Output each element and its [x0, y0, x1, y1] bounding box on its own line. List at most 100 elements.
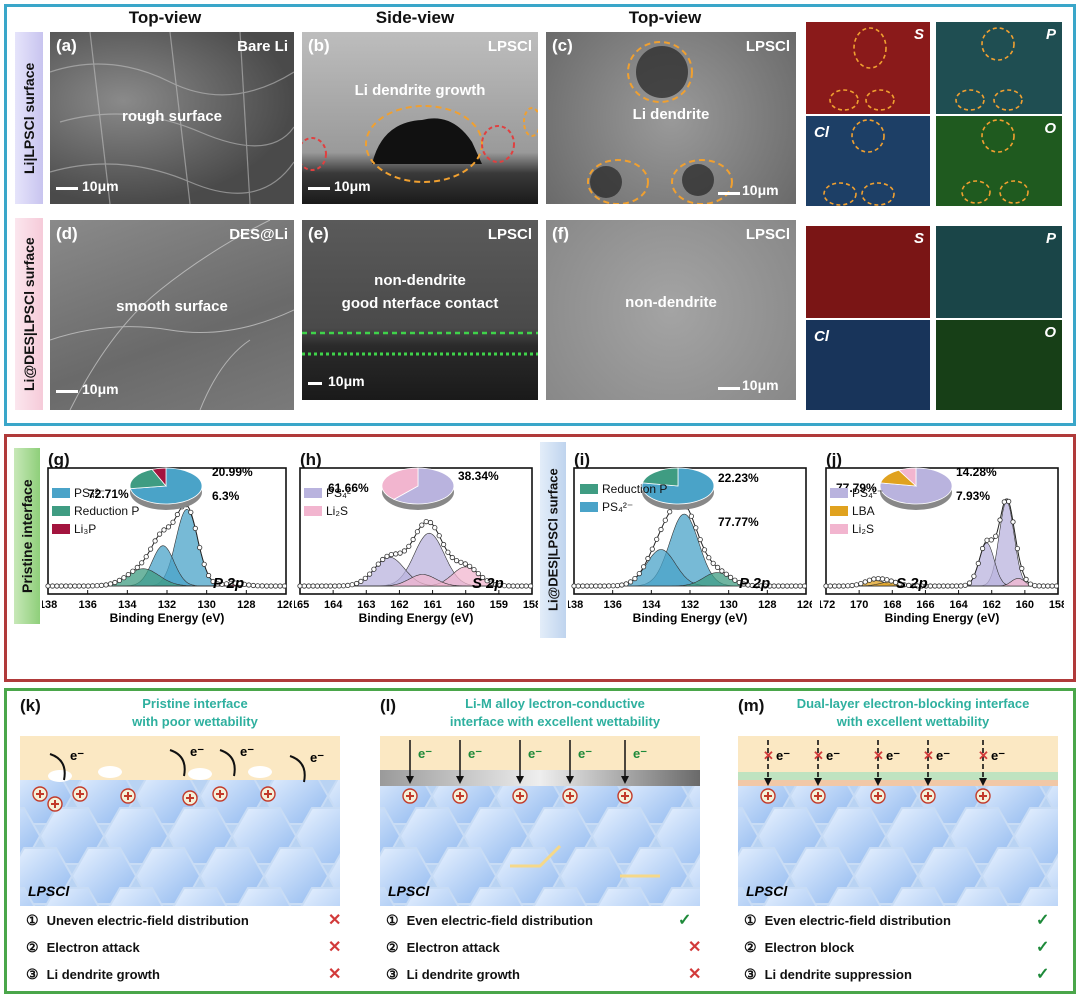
lpscl-grain	[326, 772, 340, 820]
sem-overlay-e	[302, 331, 538, 356]
pie-label: 20.99%	[212, 465, 253, 479]
xps-data-point	[658, 526, 664, 533]
xps-tick-label: 161	[423, 599, 441, 611]
xps-data-point	[623, 581, 629, 587]
eds-label-s-2: S	[913, 230, 924, 247]
xps-section	[4, 434, 1076, 682]
xps-data-point	[210, 578, 216, 585]
electron-path	[169, 749, 186, 777]
xps-tick-label: 162	[390, 599, 408, 611]
xps-data-point	[170, 519, 176, 525]
lpscl-label: LPSCl	[28, 883, 70, 899]
eds-label-p-2: P	[1045, 230, 1056, 247]
li-layer	[380, 736, 700, 770]
xps-data-point	[81, 583, 87, 589]
xps-data-point	[662, 517, 668, 523]
xps-data-point	[63, 583, 69, 589]
xps-data-point	[571, 583, 577, 589]
eds-map-p-1: P	[936, 22, 1062, 114]
xps-data-point	[949, 583, 955, 589]
lpscl-grain	[890, 887, 946, 906]
electron-arrowhead	[979, 778, 987, 786]
xps-data-point	[454, 558, 460, 564]
schematic-list-item: ③ Li dendrite suppression	[744, 966, 912, 983]
xps-data-point	[384, 553, 390, 559]
scale-label-f: 10μm	[742, 377, 779, 393]
xps-panel-label: (i)	[574, 450, 591, 469]
xps-data-point	[45, 583, 51, 589]
pie-slice-0	[393, 467, 455, 505]
xps-data-point	[277, 583, 283, 589]
block-mark: ✕	[813, 748, 824, 763]
sample-label-f: LPSCl	[745, 226, 790, 243]
xps-data-point	[1045, 583, 1051, 589]
check-icon: ✓	[678, 912, 692, 929]
xps-data-point	[853, 582, 860, 588]
xps-data-point	[980, 545, 986, 552]
list-item-number: ③	[386, 966, 399, 982]
xps-data-point	[510, 583, 516, 589]
xps-data-point	[458, 559, 464, 565]
xps-legend-swatch	[830, 488, 848, 498]
xps-data-point	[1040, 583, 1047, 589]
block-mark: ✕	[763, 748, 774, 763]
lpscl-grain	[660, 887, 700, 906]
xps-data-point	[636, 571, 642, 577]
lpscl-grain	[108, 887, 164, 906]
xps-legend-text: PS₄²⁻	[852, 486, 884, 500]
xps-data-point	[706, 555, 712, 561]
lpscl-label: LPSCl	[388, 883, 430, 899]
xps-data-point	[601, 583, 608, 589]
xps-data-point	[432, 525, 438, 531]
xps-data-point	[336, 583, 342, 589]
schematic-l: (l) Li-M alloy lectron-conductive interfac…	[370, 694, 715, 990]
schematic-title-2: with poor wettability	[132, 714, 258, 729]
xps-tick-label: 132	[158, 599, 176, 611]
cross-icon: ✕	[688, 966, 702, 983]
xps-data-point	[832, 583, 838, 589]
list-item-number: ③	[744, 966, 757, 982]
eds-map-o-2: O	[936, 320, 1062, 410]
xps-data-point	[840, 583, 846, 589]
xps-data-point	[984, 537, 990, 543]
blocking-layer-1	[738, 772, 1058, 780]
pie-label: 38.34%	[458, 469, 499, 483]
xps-data-point	[264, 583, 270, 589]
lpscl-grain	[738, 887, 754, 906]
electron-label: e⁻	[468, 746, 482, 761]
xps-chart-g: (g) 138 136 134 132 130 128 126 Binding Energy (…	[42, 448, 292, 628]
lpscl-grain	[172, 887, 228, 906]
annotation-b: Li dendrite growth	[354, 82, 486, 99]
xps-data-point	[971, 573, 977, 579]
xps-legend-swatch	[580, 502, 598, 512]
panel-label-b: (b)	[308, 36, 330, 55]
xps-data-point	[306, 583, 312, 589]
eds-overlay-s-1	[829, 27, 895, 111]
void	[188, 768, 212, 780]
electron-arrowhead	[924, 778, 932, 786]
electron-label: e⁻	[240, 744, 254, 759]
xps-data-point	[584, 583, 590, 589]
xps-data-point	[201, 561, 207, 567]
sem-image-c: (c) LPSCl Li dendrite 10μm	[546, 32, 796, 204]
electron-label: e⁻	[936, 748, 950, 763]
pie-slice-2	[151, 467, 167, 488]
scale-label-a: 10μm	[82, 178, 119, 194]
cross-icon: ✕	[328, 939, 342, 956]
electron-label: e⁻	[991, 748, 1005, 763]
xps-tick-label: 165	[294, 599, 309, 611]
xps-tick-label: 170	[850, 599, 868, 611]
annotation-c: Li dendrite	[632, 106, 710, 123]
xps-data-point	[471, 567, 477, 573]
xps-data-point	[345, 582, 351, 588]
xps-data-point	[519, 583, 525, 589]
eds-label-cl-1: Cl	[814, 124, 829, 141]
xps-legend-text: Li₂S	[852, 522, 875, 536]
row-label-pristine: Pristine interface	[14, 448, 40, 624]
xps-legend-swatch	[52, 506, 70, 516]
xps-data-point	[419, 522, 425, 528]
xps-data-point	[327, 583, 334, 589]
sem-texture-d	[50, 220, 294, 410]
xps-panel-label: (h)	[300, 450, 322, 469]
block-mark: ✕	[873, 748, 884, 763]
